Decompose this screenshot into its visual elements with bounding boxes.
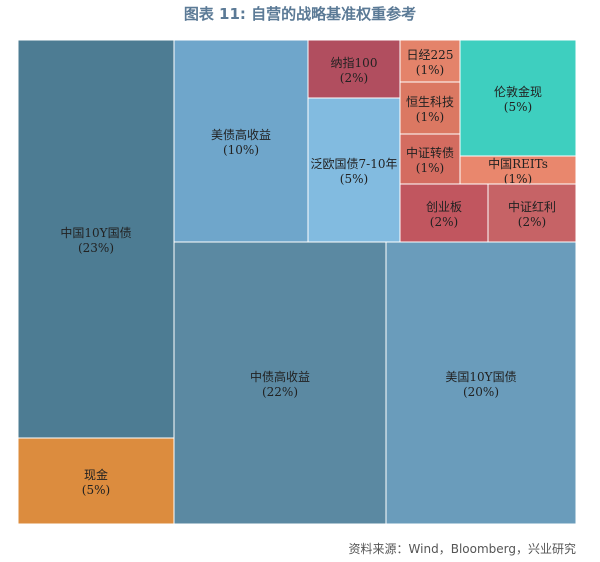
- treemap-cell: [399, 183, 489, 243]
- cell-percent: (1%): [416, 63, 444, 77]
- cell-percent: (2%): [340, 71, 368, 85]
- treemap-cell: [399, 133, 461, 185]
- cell-percent: (1%): [416, 161, 444, 175]
- cell-percent: (5%): [340, 172, 368, 186]
- cell-label: 现金: [84, 467, 108, 482]
- treemap-cell: [459, 39, 577, 157]
- cell-percent: (22%): [262, 385, 298, 399]
- cell-percent: (10%): [223, 143, 259, 157]
- chart-title: 图表 11: 自营的战略基准权重参考: [183, 5, 417, 23]
- treemap-cell: [17, 437, 175, 525]
- cell-percent: (23%): [78, 241, 114, 255]
- cell-label: 中国REITs: [488, 156, 548, 171]
- cell-percent: (1%): [416, 110, 444, 124]
- cell-percent: (5%): [504, 100, 532, 114]
- cell-label: 中证转债: [406, 145, 454, 160]
- cell-label: 美债高收益: [211, 127, 271, 142]
- treemap-cell: [385, 241, 577, 525]
- cell-label: 纳指100: [331, 55, 378, 70]
- treemap-cell: [399, 39, 461, 83]
- cell-label: 泛欧国债7-10年: [311, 157, 398, 171]
- cell-label: 日经225: [407, 48, 454, 62]
- source-note: 资料来源：Wind，Bloomberg，兴业研究: [348, 542, 576, 556]
- treemap-cell: [173, 241, 387, 525]
- cell-percent: (2%): [430, 215, 458, 229]
- cell-percent: (2%): [518, 215, 546, 229]
- cell-label: 美国10Y国债: [445, 370, 516, 384]
- cell-label: 伦敦金现: [494, 84, 542, 99]
- cell-label: 中证红利: [508, 199, 556, 214]
- cell-label: 创业板: [426, 200, 462, 214]
- cell-percent: (5%): [82, 483, 110, 497]
- treemap-cell: [399, 81, 461, 135]
- cell-label: 中国10Y国债: [60, 225, 131, 240]
- cell-percent: (1%): [504, 172, 532, 186]
- treemap-cell: [487, 183, 577, 243]
- cell-label: 恒生科技: [406, 95, 454, 109]
- treemap-cell: [307, 97, 401, 243]
- cell-percent: (20%): [463, 385, 499, 399]
- cell-label: 中债高收益: [250, 369, 310, 384]
